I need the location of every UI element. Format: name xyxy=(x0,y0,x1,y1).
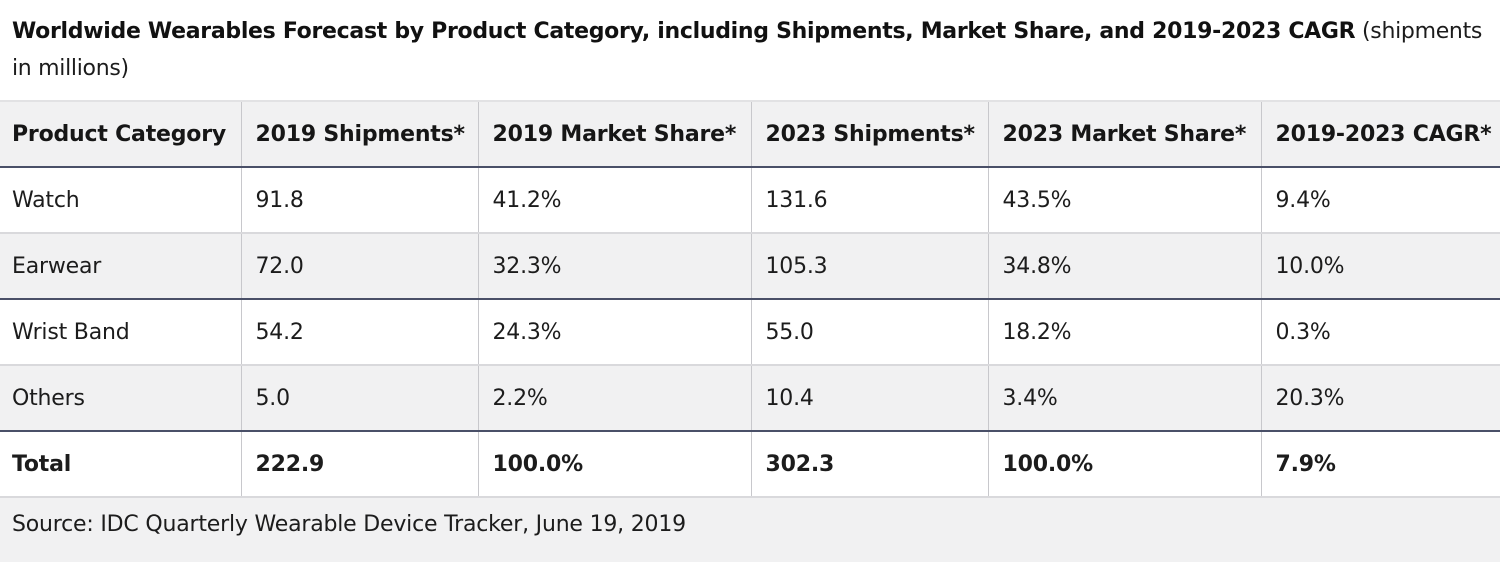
wearables-forecast-table: Product Category 2019 Shipments* 2019 Ma… xyxy=(0,100,1500,498)
cell-category: Watch xyxy=(0,167,242,234)
cell-2019-shipments: 54.2 xyxy=(240,299,479,366)
cell-2019-market-share: 2.2% xyxy=(477,365,752,432)
cell-2023-market-share: 43.5% xyxy=(987,167,1262,234)
header-cagr: 2019-2023 CAGR* xyxy=(1260,100,1500,168)
cell-2023-market-share: 3.4% xyxy=(987,365,1262,432)
cell-cagr: 9.4% xyxy=(1260,167,1500,234)
total-row: Total 222.9 100.0% 302.3 100.0% 7.9% xyxy=(0,431,1500,498)
cell-cagr: 20.3% xyxy=(1260,365,1500,432)
cell-2023-shipments: 10.4 xyxy=(750,365,989,432)
caption-units: (shipments in millions) xyxy=(12,19,1483,81)
table-row: Others 5.0 2.2% 10.4 3.4% 20.3% xyxy=(0,365,1500,432)
header-2023-market-share: 2023 Market Share* xyxy=(987,100,1262,168)
cell-category: Earwear xyxy=(0,233,242,300)
cell-2023-shipments: 131.6 xyxy=(750,167,989,234)
table-row: Watch 91.8 41.2% 131.6 43.5% 9.4% xyxy=(0,167,1500,234)
total-label: Total xyxy=(0,431,242,498)
cell-2023-shipments: 105.3 xyxy=(750,233,989,300)
cell-2023-market-share: 18.2% xyxy=(987,299,1262,366)
header-row: Product Category 2019 Shipments* 2019 Ma… xyxy=(0,100,1500,168)
header-2019-market-share: 2019 Market Share* xyxy=(477,100,752,168)
table-row: Earwear 72.0 32.3% 105.3 34.8% 10.0% xyxy=(0,233,1500,300)
header-2019-shipments: 2019 Shipments* xyxy=(240,100,479,168)
cell-2023-market-share: 34.8% xyxy=(987,233,1262,300)
cell-2019-market-share: 32.3% xyxy=(477,233,752,300)
cell-2019-shipments: 72.0 xyxy=(240,233,479,300)
cell-2019-shipments: 91.8 xyxy=(240,167,479,234)
source-note: Source: IDC Quarterly Wearable Device Tr… xyxy=(0,498,1500,562)
table-caption: Worldwide Wearables Forecast by Product … xyxy=(0,0,1500,100)
total-2023-shipments: 302.3 xyxy=(750,431,989,498)
header-2023-shipments: 2023 Shipments* xyxy=(750,100,989,168)
table-row: Wrist Band 54.2 24.3% 55.0 18.2% 0.3% xyxy=(0,299,1500,366)
cell-category: Others xyxy=(0,365,242,432)
cell-2019-market-share: 41.2% xyxy=(477,167,752,234)
caption-title: Worldwide Wearables Forecast by Product … xyxy=(12,19,1356,44)
total-2019-market-share: 100.0% xyxy=(477,431,752,498)
header-product-category: Product Category xyxy=(0,100,242,168)
cell-2023-shipments: 55.0 xyxy=(750,299,989,366)
cell-cagr: 0.3% xyxy=(1260,299,1500,366)
total-2023-market-share: 100.0% xyxy=(987,431,1262,498)
total-2019-shipments: 222.9 xyxy=(240,431,479,498)
cell-2019-shipments: 5.0 xyxy=(240,365,479,432)
cell-category: Wrist Band xyxy=(0,299,242,366)
cell-cagr: 10.0% xyxy=(1260,233,1500,300)
total-cagr: 7.9% xyxy=(1260,431,1500,498)
cell-2019-market-share: 24.3% xyxy=(477,299,752,366)
